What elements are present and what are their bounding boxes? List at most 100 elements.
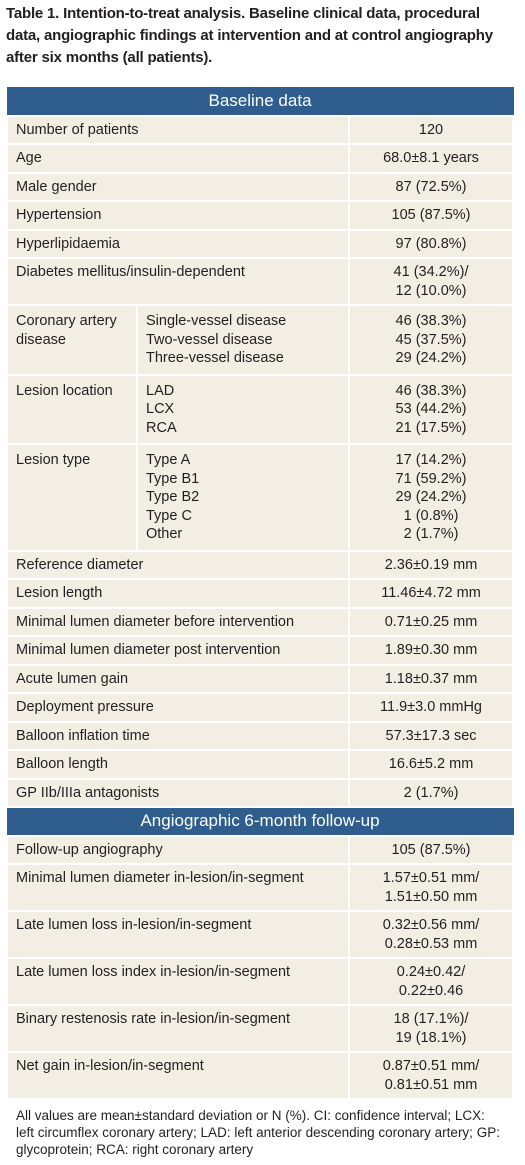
table-row: Late lumen loss index in-lesion/in-segme… [6,957,515,1006]
row-values: 68.0±8.1 years [347,143,515,174]
row-label: Lesion type [6,443,138,552]
row-values: 1.89±0.30 mm [347,635,515,666]
row-label: Follow-up angiography [6,834,350,865]
row-values: 87 (72.5%) [347,171,515,202]
row-label: Diabetes mellitus/insulin-dependent [6,257,350,306]
table-row: Minimal lumen diameter before interventi… [6,606,515,637]
section-heading: Angiographic 6-month follow-up [6,806,514,836]
row-value: 46 (38.3%) [395,382,467,399]
table-row: Late lumen loss in-lesion/in-segment 0.32… [6,910,515,959]
section-heading: Baseline data [6,87,514,116]
row-value: 68.0±8.1 years [383,150,479,166]
row-label: Acute lumen gain [6,663,350,694]
row-label: Deployment pressure [6,692,350,723]
sub-label: Type B1 [146,470,200,487]
row-values: 2.36±0.19 mm [347,549,515,580]
row-values: 11.9±3.0 mmHg [347,692,515,723]
row-label: Late lumen loss in-lesion/in-segment [6,910,350,959]
table-row: Diabetes mellitus/insulin-dependent 41 (3… [6,257,515,306]
row-value: 0.24±0.42/ [396,964,466,980]
row-label: Male gender [6,171,350,202]
row-values: 0.71±0.25 mm [347,606,515,637]
footnote-row: All values are mean±standard deviation o… [5,1098,515,1165]
row-value: 1.89±0.30 mm [384,642,478,658]
row-label: Late lumen loss index in-lesion/in-segme… [6,957,350,1006]
row-value: 29 (24.2%) [395,350,467,366]
row-label: Balloon inflation time [6,720,350,751]
table-row: Hyperlipidaemia 97 (80.8%) [6,228,515,259]
row-values: 11.46±4.72 mm [347,578,515,609]
row-value: 71 (59.2%) [395,470,467,487]
row-value: 87 (72.5%) [395,178,467,195]
row-label: Lesion location [6,373,138,445]
row-label: Lesion length [6,578,350,609]
row-label: Binary restenosis rate in-lesion/in-segm… [6,1004,350,1053]
row-values: 105 (87.5%) [347,200,515,231]
table-row: Coronary artery disease Single-vessel dis… [6,304,515,376]
row-value: 0.71±0.25 mm [384,613,478,630]
row-value: 120 [418,121,444,138]
row-value: 105 (87.5%) [391,841,471,858]
row-value: 1.51±0.50 mm [384,888,478,905]
row-value: 105 (87.5%) [391,207,471,223]
row-label: Minimal lumen diameter in-lesion/in-segm… [6,863,350,912]
sub-labels: Single-vessel disease Two-vessel disease T… [136,304,350,376]
sub-label: Type C [146,507,192,524]
sub-labels: Type A Type B1 Type B2 Type C Other [136,443,350,552]
sub-label: Three-vessel disease [146,350,284,366]
row-value: 16.6±5.2 mm [388,756,474,772]
table-row: Number of patients 120 [6,114,515,145]
sub-label: RCA [146,419,177,436]
table-row: Balloon inflation time 57.3±17.3 sec [6,720,515,751]
row-value: 11.9±3.0 mmHg [380,699,482,715]
row-value: 29 (24.2%) [395,489,467,505]
table-row: Balloon length 16.6±5.2 mm [6,749,515,780]
row-values: 120 [347,114,515,145]
table-title: Table 1. Intention-to-treat analysis. Ba… [6,5,493,66]
table-row: Hypertension 105 (87.5%) [6,200,515,231]
table-row: Lesion location LAD LCX RCA 46 (38.3%) 53 (44… [6,373,515,445]
row-label: Balloon length [6,749,350,780]
sub-label: Other [146,526,183,542]
table-row: Binary restenosis rate in-lesion/in-segm… [6,1004,515,1053]
section-header-row: Angiographic 6-month follow-up [6,806,514,836]
row-values: 57.3±17.3 sec [347,720,515,751]
row-values: 18 (17.1%)/ 19 (18.1%) [347,1004,515,1053]
row-label: Hypertension [6,200,350,231]
table-row: Deployment pressure 11.9±3.0 mmHg [6,692,515,723]
table-row: Reference diameter 2.36±0.19 mm [6,549,515,580]
row-value: 11.46±4.72 mm [381,585,481,601]
row-value: 2 (1.7%) [403,526,459,542]
row-values: 1.57±0.51 mm/1.51±0.50 mm [347,863,515,912]
row-value: 0.32±0.56 mm/ [382,917,480,933]
table-row: Minimal lumen diameter post intervention… [6,635,515,666]
row-label: Net gain in-lesion/in-segment [6,1051,350,1100]
row-value: 1.57±0.51 mm/ [382,870,480,886]
section-header-row: Baseline data [6,87,514,116]
row-values: 46 (38.3%) 45 (37.5%) 29 (24.2%) [347,304,515,376]
sub-label: LCX [146,401,175,417]
row-values: 0.24±0.42/0.22±0.46 [347,957,515,1006]
row-value: 2.36±0.19 mm [384,556,478,573]
row-values: 105 (87.5%) [347,834,515,865]
table-row: Age 68.0±8.1 years [6,143,515,174]
table-row: Acute lumen gain 1.18±0.37 mm [6,663,515,694]
row-label: Minimal lumen diameter post intervention [6,635,350,666]
table-row: GP IIb/IIIa antagonists 2 (1.7%) [6,777,515,808]
sub-labels: LAD LCX RCA [136,373,350,445]
sub-label: Type B2 [146,489,200,505]
table-row: Lesion type Type A Type B1 Type B2 Type C Oth… [6,443,515,552]
sub-label: LAD [146,382,175,399]
row-label: GP IIb/IIIa antagonists [6,777,350,808]
table-row: Lesion length 11.46±4.72 mm [6,578,515,609]
row-value: 45 (37.5%) [395,331,467,348]
row-value: 1.18±0.37 mm [384,670,478,687]
row-value: 17 (14.2%) [395,452,467,468]
row-label: Reference diameter [6,549,350,580]
row-values: 1.18±0.37 mm [347,663,515,694]
row-label: Coronary artery disease [6,304,138,376]
row-label: Age [6,143,350,174]
row-value: 12 (10.0%) [395,282,467,299]
data-table: Baseline data Number of patients 120 Age 68.… [5,87,515,1165]
row-value: 1 (0.8%) [403,507,459,524]
